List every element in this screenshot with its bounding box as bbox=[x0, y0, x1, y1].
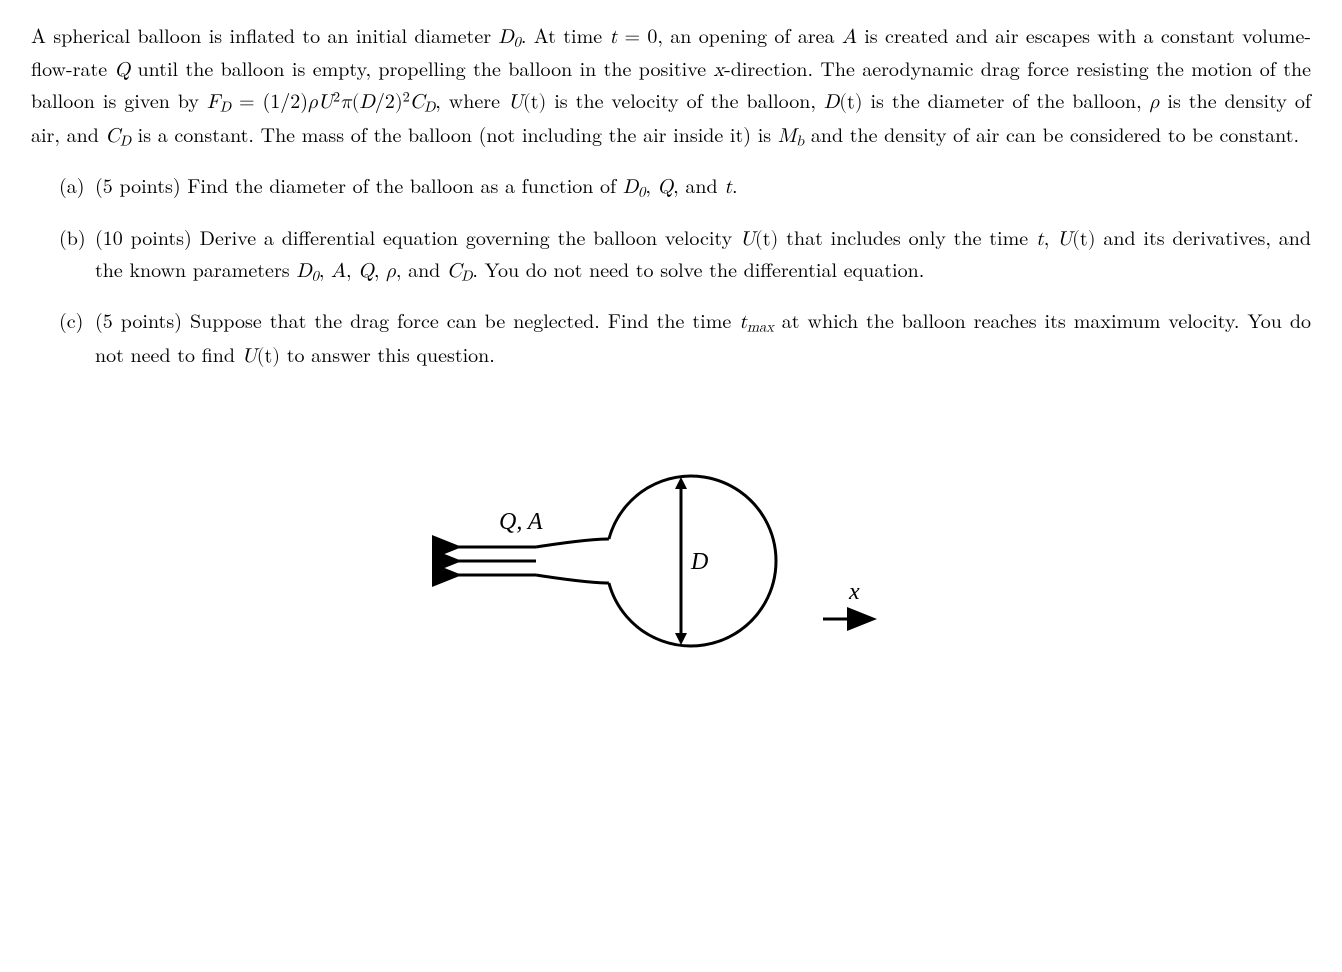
text: = (1/2) bbox=[231, 85, 308, 114]
part-b: (b) (10 points) Derive a differential eq… bbox=[59, 222, 1311, 287]
part-a: (a) (5 points) Find the diameter of the … bbox=[59, 170, 1311, 203]
text: Derive a differential equation governing… bbox=[200, 222, 740, 251]
var-U2: U2 bbox=[318, 92, 340, 112]
var-tmax: tmax bbox=[739, 312, 774, 332]
text: and the density of air can be considered… bbox=[804, 119, 1299, 148]
points: (5 points) bbox=[95, 305, 190, 334]
var-pi: π bbox=[340, 92, 352, 112]
part-label: (c) bbox=[59, 305, 95, 370]
part-body: (5 points) Suppose that the drag force c… bbox=[95, 305, 1311, 370]
text: , and bbox=[396, 254, 447, 283]
var-rho: ρ bbox=[386, 261, 396, 281]
var-Mb: Mb bbox=[778, 126, 804, 146]
var-Dhalf: (D/2)2 bbox=[352, 92, 410, 112]
var-FD: FD bbox=[207, 92, 231, 112]
text: , bbox=[645, 170, 657, 199]
text: to answer this question. bbox=[280, 339, 495, 368]
points: (5 points) bbox=[95, 170, 187, 199]
var-A: A bbox=[331, 261, 346, 281]
svg-text:x: x bbox=[848, 579, 860, 605]
text: is a constant. The mass of the balloon (… bbox=[131, 119, 778, 148]
var-A: A bbox=[842, 27, 857, 47]
var-Ut: U(t) bbox=[242, 346, 280, 366]
text: that includes only the time bbox=[778, 222, 1036, 251]
problem-parts: (a) (5 points) Find the diameter of the … bbox=[31, 170, 1311, 370]
var-D0: D0 bbox=[296, 261, 318, 281]
var-Ut: U(t) bbox=[740, 229, 778, 249]
text: , bbox=[346, 254, 358, 283]
part-body: (10 points) Derive a differential equati… bbox=[95, 222, 1311, 287]
var-t: t bbox=[724, 177, 732, 197]
text: , and bbox=[673, 170, 724, 199]
var-rho2: ρ bbox=[1150, 92, 1160, 112]
balloon-diagram: Q, A Dx bbox=[391, 431, 951, 691]
text: . You do not need to solve the different… bbox=[472, 254, 924, 283]
figure: Q, A Dx bbox=[31, 431, 1311, 697]
text: = 0, an opening of area bbox=[617, 20, 842, 49]
text: A spherical balloon is inflated to an in… bbox=[31, 20, 498, 49]
text: , bbox=[1044, 222, 1057, 251]
var-D0: D0 bbox=[623, 177, 645, 197]
var-CD2: CD bbox=[106, 126, 131, 146]
var-Ut: U(t) bbox=[508, 92, 546, 112]
var-t: t bbox=[1036, 229, 1044, 249]
var-x: x bbox=[714, 60, 725, 80]
text: . bbox=[732, 170, 738, 199]
text: , bbox=[319, 254, 331, 283]
text: is the diameter of the balloon, bbox=[863, 85, 1150, 114]
var-CD: CD bbox=[410, 92, 435, 112]
svg-text:Q, A: Q, A bbox=[499, 509, 543, 535]
part-label: (a) bbox=[59, 170, 95, 203]
var-rho: ρ bbox=[308, 92, 318, 112]
var-Q: Q bbox=[658, 177, 674, 197]
part-body: (5 points) Find the diameter of the ball… bbox=[95, 170, 1311, 203]
var-Q: Q bbox=[358, 261, 374, 281]
points: (10 points) bbox=[95, 222, 200, 251]
var-Ut2: U(t) bbox=[1057, 229, 1095, 249]
text: until the balloon is empty, propelling t… bbox=[130, 53, 713, 82]
text: Find the diameter of the balloon as a fu… bbox=[187, 170, 622, 199]
svg-text:D: D bbox=[690, 549, 708, 575]
part-c: (c) (5 points) Suppose that the drag for… bbox=[59, 305, 1311, 370]
part-label: (b) bbox=[59, 222, 95, 287]
text: . At time bbox=[521, 20, 610, 49]
text: , bbox=[374, 254, 386, 283]
text: Suppose that the drag force can be negle… bbox=[190, 305, 739, 334]
var-Q: Q bbox=[115, 60, 131, 80]
var-CD: CD bbox=[447, 261, 472, 281]
problem-intro: A spherical balloon is inflated to an in… bbox=[31, 20, 1311, 152]
text: , where bbox=[435, 85, 508, 114]
var-Dt: D(t) bbox=[824, 92, 863, 112]
var-D0: D0 bbox=[498, 27, 520, 47]
text: is the velocity of the balloon, bbox=[546, 85, 824, 114]
